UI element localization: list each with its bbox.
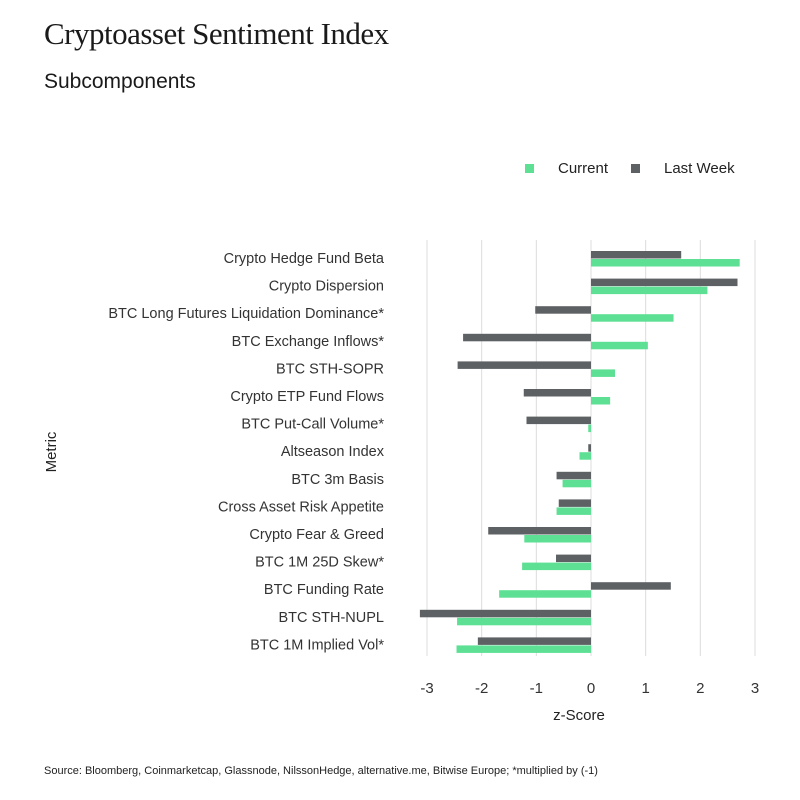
bar-current [457, 617, 591, 626]
x-tick-label: 3 [751, 680, 759, 697]
y-category-label: BTC Long Futures Liquidation Dominance* [108, 306, 384, 322]
bar-current [524, 535, 591, 543]
bar-last-week [523, 389, 591, 397]
y-axis-label: Metric [43, 431, 60, 472]
y-category-label: BTC STH-NUPL [278, 610, 384, 626]
bar-last-week [591, 582, 671, 590]
bar-last-week [591, 278, 738, 287]
bar-current [556, 507, 591, 515]
bar-last-week [588, 444, 591, 452]
y-category-label: BTC Funding Rate [264, 582, 384, 598]
bar-last-week [477, 637, 591, 645]
y-category-label: Crypto Hedge Fund Beta [224, 251, 385, 267]
x-tick-label: 2 [696, 680, 704, 697]
x-axis-label: z-Score [553, 707, 605, 724]
x-tick-label: -2 [475, 680, 488, 697]
bar-current [591, 259, 740, 267]
y-category-label: Crypto Dispersion [269, 279, 384, 295]
bar-last-week [591, 251, 682, 259]
bar-last-week [556, 471, 591, 480]
legend-item-last-week: Last Week [631, 160, 735, 177]
y-category-label: BTC 3m Basis [291, 472, 384, 488]
source-note: Source: Bloomberg, Coinmarketcap, Glassn… [44, 765, 598, 777]
bar-last-week [463, 333, 591, 342]
y-category-label: BTC STH-SOPR [276, 361, 384, 377]
bar-last-week [556, 554, 591, 563]
legend-item-current: Current [525, 160, 608, 177]
bar-current [499, 590, 591, 598]
bar-current [562, 479, 591, 488]
x-tick-label: -3 [420, 680, 433, 697]
bar-current [522, 562, 591, 571]
bar-current [591, 286, 708, 295]
bar-last-week [558, 499, 591, 507]
legend-label-current: Current [558, 160, 609, 177]
bar-current [591, 369, 616, 377]
y-category-label: Crypto Fear & Greed [249, 527, 384, 543]
legend-swatch-current [525, 164, 534, 173]
bar-current [591, 341, 648, 350]
y-category-label: BTC 1M Implied Vol* [250, 637, 384, 653]
y-category-label: BTC 1M 25D Skew* [255, 555, 384, 571]
bar-last-week [488, 527, 591, 535]
y-category-label: Altseason Index [281, 444, 385, 460]
legend-swatch-last-week [631, 164, 640, 173]
bar-current [579, 452, 591, 460]
bar-last-week [526, 416, 591, 425]
bar-last-week [457, 361, 591, 369]
y-category-label: BTC Put-Call Volume* [241, 417, 384, 433]
bar-last-week [535, 306, 591, 314]
x-tick-label: 1 [641, 680, 649, 697]
page-title: Cryptoasset Sentiment Index [44, 16, 389, 51]
bar-current [591, 314, 674, 322]
y-category-label: Cross Asset Risk Appetite [218, 499, 384, 515]
page-subtitle: Subcomponents [44, 70, 196, 93]
x-tick-label: 0 [587, 680, 595, 697]
y-category-label: Crypto ETP Fund Flows [230, 389, 384, 405]
bar-current [456, 645, 591, 653]
bar-current [588, 424, 591, 433]
x-tick-label: -1 [530, 680, 543, 697]
bar-current [591, 397, 611, 405]
bar-last-week [419, 609, 591, 618]
y-category-label: BTC Exchange Inflows* [232, 334, 385, 350]
legend-label-last-week: Last Week [664, 160, 735, 177]
